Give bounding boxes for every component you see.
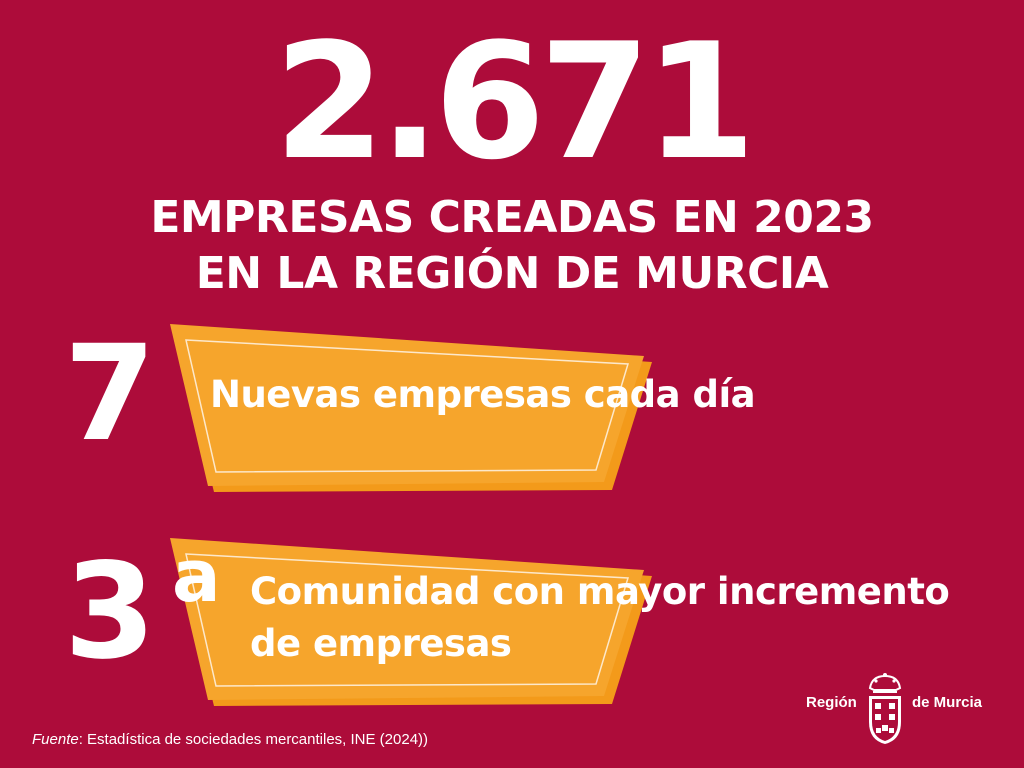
source-note: Fuente: Estadística de sociedades mercan… bbox=[32, 731, 428, 748]
headline-text: EMPRESAS CREADAS EN 2023 EN LA REGIÓN DE… bbox=[0, 190, 1024, 302]
stat-2-text: Comunidad con mayor incremento de empres… bbox=[250, 566, 950, 670]
stat-1-ribbon bbox=[170, 324, 652, 492]
coat-of-arms-icon bbox=[868, 673, 902, 744]
headline-number: 2.671 bbox=[273, 8, 756, 195]
stat-2-text-line-1: Comunidad con mayor incremento bbox=[250, 570, 950, 613]
stat-2-ribbon bbox=[170, 538, 652, 706]
stat-1-text: Nuevas empresas cada día bbox=[210, 373, 756, 416]
region-de-murcia-logo: Región de Murcia bbox=[806, 672, 992, 750]
stat-2-superscript: a bbox=[172, 534, 221, 618]
source-text: : Estadística de sociedades mercantiles,… bbox=[78, 731, 429, 748]
stat-1-value: 7 bbox=[64, 317, 156, 471]
headline-line-1: EMPRESAS CREADAS EN 2023 bbox=[150, 192, 874, 243]
stat-2-text-line-2: de empresas bbox=[250, 622, 512, 665]
stat-2-value: 3 bbox=[64, 535, 156, 689]
logo-left-text: Región bbox=[806, 694, 857, 711]
headline-line-2: EN LA REGIÓN DE MURCIA bbox=[195, 248, 829, 299]
logo-right-text: de Murcia bbox=[912, 694, 983, 711]
source-label: Fuente bbox=[32, 731, 79, 748]
